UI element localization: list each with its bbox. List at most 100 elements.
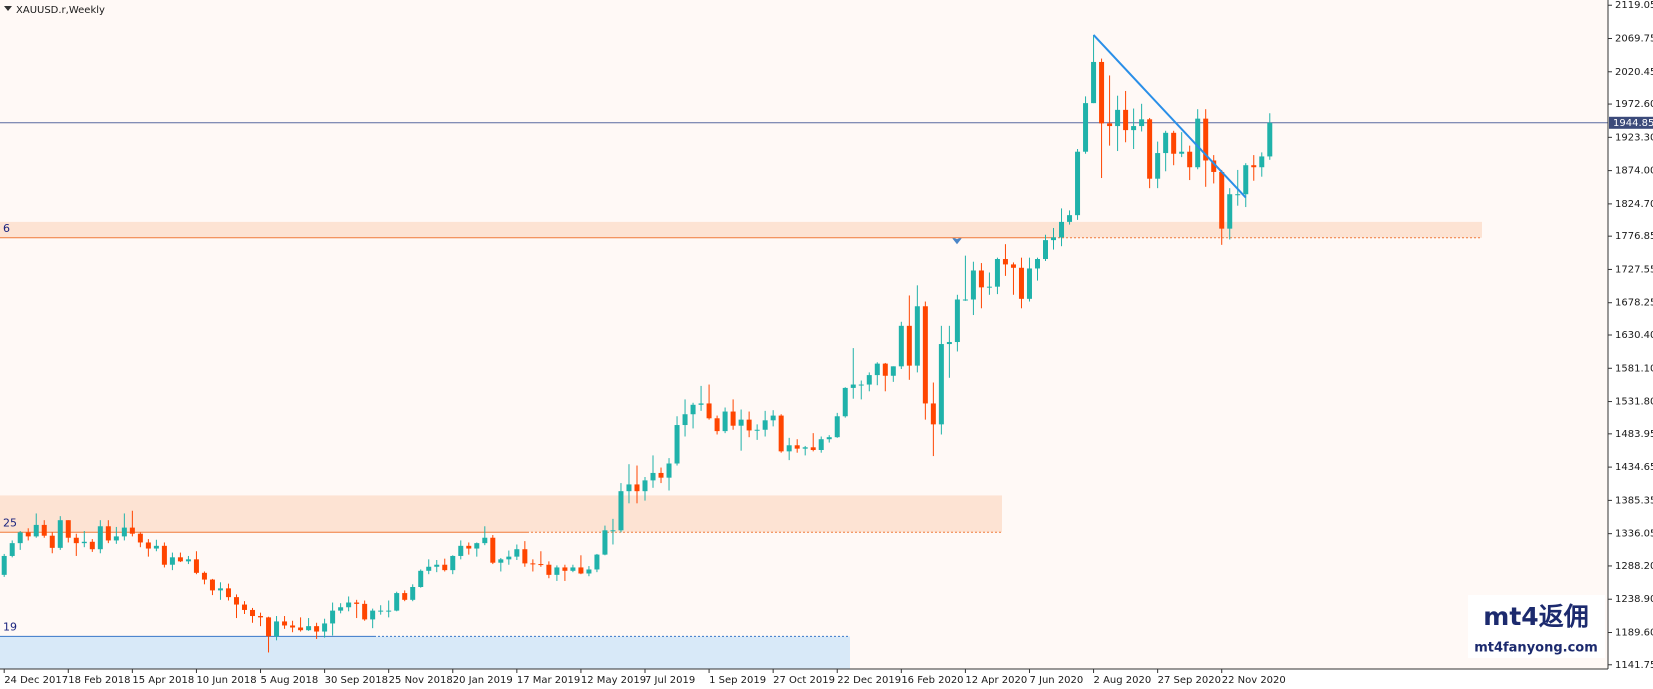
- candle-body: [89, 541, 95, 550]
- candle-body: [1171, 132, 1177, 154]
- candle-body: [426, 566, 432, 571]
- y-tick-label: 1238.90: [1615, 594, 1653, 605]
- candle-body: [802, 447, 808, 449]
- candle-body: [298, 627, 304, 631]
- candle-body: [418, 570, 424, 588]
- candle-body: [1107, 123, 1113, 127]
- candle-body: [1219, 171, 1225, 229]
- candle-body: [330, 610, 336, 624]
- candle-body: [274, 621, 280, 637]
- candle-body: [1187, 151, 1193, 168]
- x-tick-label: 24 Dec 2017: [4, 675, 68, 686]
- y-tick-label: 1630.40: [1615, 330, 1653, 341]
- candle-body: [498, 559, 504, 563]
- zone-label: 19: [3, 620, 17, 633]
- y-tick-label: 1923.30: [1615, 132, 1653, 143]
- y-tick-label: 1483.95: [1615, 429, 1653, 440]
- current-price-box: [1609, 116, 1653, 129]
- candle-body: [986, 286, 992, 288]
- candle-body: [1059, 221, 1065, 238]
- candle-body: [642, 480, 648, 492]
- candle-body: [434, 564, 440, 567]
- candle-body: [354, 602, 360, 604]
- candle-body: [201, 572, 207, 580]
- y-tick-label: 1336.05: [1615, 529, 1653, 540]
- candle-body: [762, 420, 768, 430]
- candle-body: [650, 472, 656, 481]
- candle-body: [482, 537, 488, 544]
- candle-body: [145, 542, 151, 549]
- x-tick-label: 5 Aug 2018: [261, 675, 319, 686]
- candle-body: [474, 543, 480, 549]
- candle-body: [1026, 268, 1032, 299]
- candle-body: [746, 419, 752, 431]
- plot-background: [0, 0, 1608, 669]
- current-price-label: 1944.85: [1613, 118, 1653, 129]
- candle-body: [554, 567, 560, 575]
- candle-body: [722, 411, 728, 432]
- candle-body: [1147, 119, 1153, 179]
- candle-body: [314, 626, 320, 632]
- candle-body: [610, 530, 616, 532]
- candle-body: [818, 439, 824, 451]
- y-tick-label: 2119.05: [1615, 0, 1653, 11]
- x-tick-label: 30 Sep 2018: [325, 675, 388, 686]
- candle-body: [185, 559, 191, 562]
- candle-body: [682, 414, 688, 426]
- candle-body: [1, 555, 7, 575]
- candle-body: [506, 556, 512, 560]
- x-tick-label: 2 Aug 2020: [1094, 675, 1152, 686]
- y-tick-label: 1189.60: [1615, 627, 1653, 638]
- candle-body: [137, 533, 143, 543]
- candle-body: [105, 526, 111, 541]
- candle-body: [193, 559, 199, 573]
- y-tick-label: 1288.20: [1615, 561, 1653, 572]
- candle-body: [282, 621, 288, 626]
- candle-body: [634, 484, 640, 492]
- candle-body: [530, 563, 536, 565]
- candle-body: [442, 564, 448, 571]
- candle-body: [233, 597, 239, 605]
- candle-body: [898, 325, 904, 367]
- candle-body: [362, 603, 368, 620]
- x-tick-label: 22 Dec 2019: [837, 675, 901, 686]
- price-axis-bg: [1608, 0, 1653, 689]
- candle-body: [1203, 118, 1209, 161]
- x-tick-label: 22 Nov 2020: [1222, 675, 1286, 686]
- candle-body: [994, 259, 1000, 287]
- zone: [0, 636, 850, 669]
- candle-body: [65, 520, 71, 538]
- candle-body: [1018, 267, 1024, 299]
- candle-body: [778, 415, 784, 452]
- candle-body: [1155, 153, 1161, 179]
- candle-body: [690, 404, 696, 415]
- candle-body: [946, 342, 952, 345]
- candle-body: [730, 411, 736, 426]
- candle-body: [594, 554, 600, 570]
- candle-body: [882, 363, 888, 376]
- candle-body: [962, 299, 968, 301]
- candle-body: [658, 472, 664, 478]
- candle-body: [1235, 194, 1241, 196]
- candle-body: [338, 607, 344, 611]
- candle-body: [914, 306, 920, 366]
- candle-body: [930, 403, 936, 425]
- watermark-box: [1468, 595, 1605, 658]
- title-marker: [4, 6, 12, 11]
- candle-body: [1139, 119, 1145, 127]
- candle-body: [1010, 264, 1016, 268]
- candle-body: [874, 363, 880, 376]
- candle-body: [562, 567, 568, 571]
- candle-body: [586, 569, 592, 574]
- candle-body: [41, 524, 47, 536]
- candle-body: [1115, 109, 1121, 127]
- y-tick-label: 2069.75: [1615, 34, 1653, 45]
- chart-title: XAUUSD.r,Weekly: [16, 5, 105, 16]
- zone: [0, 495, 1002, 533]
- candle-body: [546, 564, 552, 575]
- candle-body: [450, 555, 456, 571]
- candle-body: [97, 526, 103, 550]
- candle-body: [626, 484, 632, 492]
- candle-body: [161, 545, 167, 565]
